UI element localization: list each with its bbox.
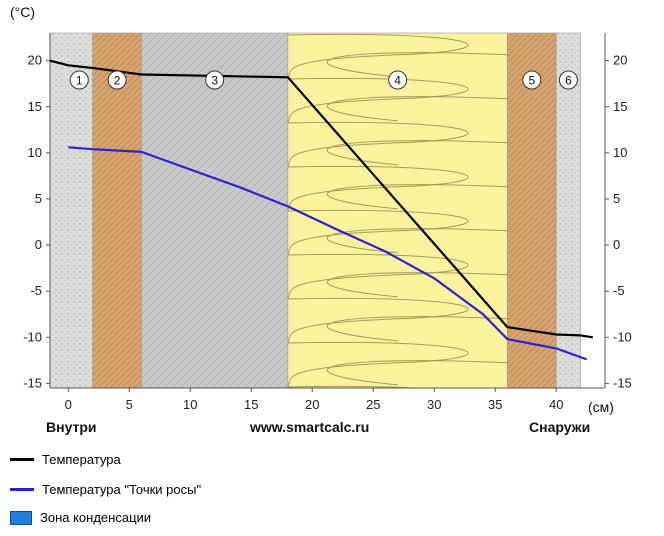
legend-temperature-swatch <box>10 458 34 461</box>
insulation-wave <box>326 316 508 342</box>
legend-dewpoint-swatch <box>10 488 34 491</box>
y-tick-label-right: 0 <box>613 237 620 252</box>
legend-condensation: Зона конденсации <box>10 510 151 525</box>
x-unit-label: (см) <box>588 399 614 415</box>
layer-badge-circle <box>107 70 127 90</box>
y-tick-label-left: -5 <box>30 283 42 298</box>
y-tick-label-left: 15 <box>28 99 42 114</box>
layer-badge-circle <box>558 70 578 90</box>
y-tick-label-right: 10 <box>613 145 627 160</box>
layer-1-band <box>49 32 93 389</box>
layer-badge-number: 2 <box>114 74 121 88</box>
layer-badge-number: 3 <box>211 74 218 88</box>
y-tick-label-left: 20 <box>28 53 42 68</box>
x-tick-label: 20 <box>305 397 319 412</box>
insulation-wave <box>326 228 508 254</box>
insulation-wave <box>326 360 508 386</box>
y-tick-label-left: 0 <box>35 237 42 252</box>
series-line-dewpoint <box>68 146 588 361</box>
y-tick-label-right: -15 <box>613 375 632 390</box>
insulation-waves <box>287 33 508 450</box>
y-tick-label-right: -10 <box>613 329 632 344</box>
layer-2-band <box>92 32 142 389</box>
layer-badge-number: 1 <box>76 74 83 88</box>
insulation-wave <box>326 52 508 78</box>
legend-dewpoint: Температура "Точки росы" <box>10 482 201 497</box>
y-tick-label-right: 5 <box>613 191 620 206</box>
x-tick-label: 25 <box>366 397 380 412</box>
layer-badge-number: 5 <box>528 74 535 88</box>
y-tick-label-right: -5 <box>613 283 625 298</box>
insulation-wave <box>327 449 507 450</box>
legend-temperature-label: Температура <box>42 452 121 467</box>
layer-badge-number: 6 <box>565 74 572 88</box>
x-tick-label: 0 <box>65 397 72 412</box>
x-tick-label: 15 <box>244 397 258 412</box>
layer-6-band <box>555 32 581 389</box>
x-tick-label: 30 <box>427 397 441 412</box>
y-tick-label-right: 20 <box>613 53 627 68</box>
series-line-temperature <box>49 59 593 339</box>
inside-caption: Внутри <box>46 419 97 435</box>
y-tick-label-left: -15 <box>23 375 42 390</box>
insulation-wave <box>326 96 508 122</box>
insulation-wave <box>326 184 508 210</box>
x-tick-label: 40 <box>549 397 563 412</box>
legend-temperature: Температура <box>10 452 121 467</box>
y-tick-label-left: 5 <box>35 191 42 206</box>
y-unit-label: (°C) <box>10 4 35 20</box>
insulation-wave <box>326 272 508 298</box>
site-caption: www.smartcalc.ru <box>249 419 369 435</box>
x-tick-label: 5 <box>126 397 133 412</box>
legend-dewpoint-label: Температура "Точки росы" <box>42 482 202 497</box>
layer-badge-circle <box>522 70 542 90</box>
legend-condensation-swatch <box>10 510 32 525</box>
insulation-wave <box>326 140 508 166</box>
layer-badge-circle <box>388 70 408 90</box>
layer-3-band <box>141 32 289 389</box>
y-tick-label-left: 10 <box>28 145 42 160</box>
legend-condensation-label: Зона конденсации <box>40 510 152 525</box>
layer-badges: 1 2 3 4 5 6 <box>69 70 578 90</box>
series-lines <box>49 59 593 361</box>
outside-caption: Снаружи <box>529 419 590 435</box>
layer-badge-circle <box>69 70 89 90</box>
layer-badge-circle <box>205 70 225 90</box>
x-tick-label: 10 <box>183 397 197 412</box>
y-tick-label-right: 15 <box>613 99 627 114</box>
layer-badge-number: 4 <box>394 74 401 88</box>
y-tick-label-left: -10 <box>23 329 42 344</box>
x-tick-label: 35 <box>488 397 502 412</box>
